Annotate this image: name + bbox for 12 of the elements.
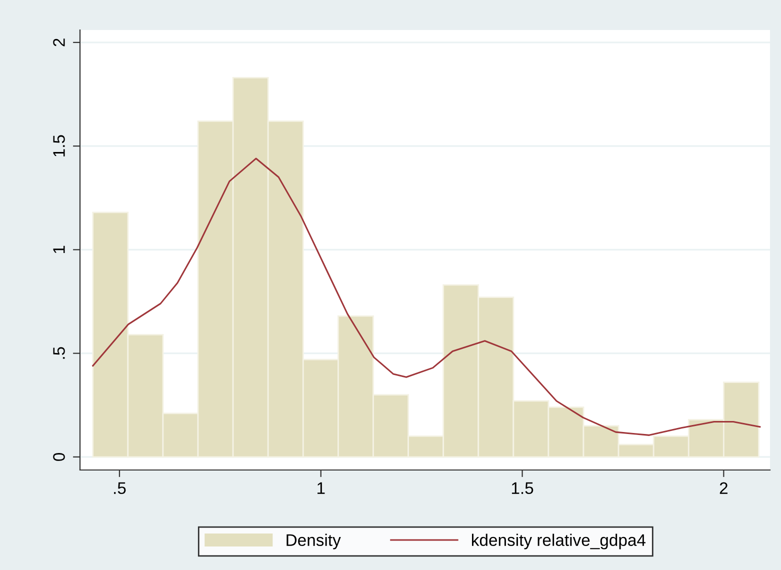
x-tick-label: 2: [720, 482, 728, 494]
legend-label: Density: [286, 534, 341, 550]
y-tick-label: 1.5: [53, 135, 65, 156]
y-tick-label: 0: [53, 452, 65, 461]
x-tick-label: .5: [114, 482, 126, 494]
x-tick-label: 1: [318, 482, 325, 494]
x-tick-label: 1.5: [512, 482, 534, 494]
y-tick-label: 1: [53, 246, 65, 254]
y-tick-label: 2: [53, 38, 65, 46]
y-tick-label: .5: [53, 347, 65, 359]
legend-label: kdensity relative_gdpa4: [472, 534, 646, 550]
line-series: [92, 158, 761, 436]
